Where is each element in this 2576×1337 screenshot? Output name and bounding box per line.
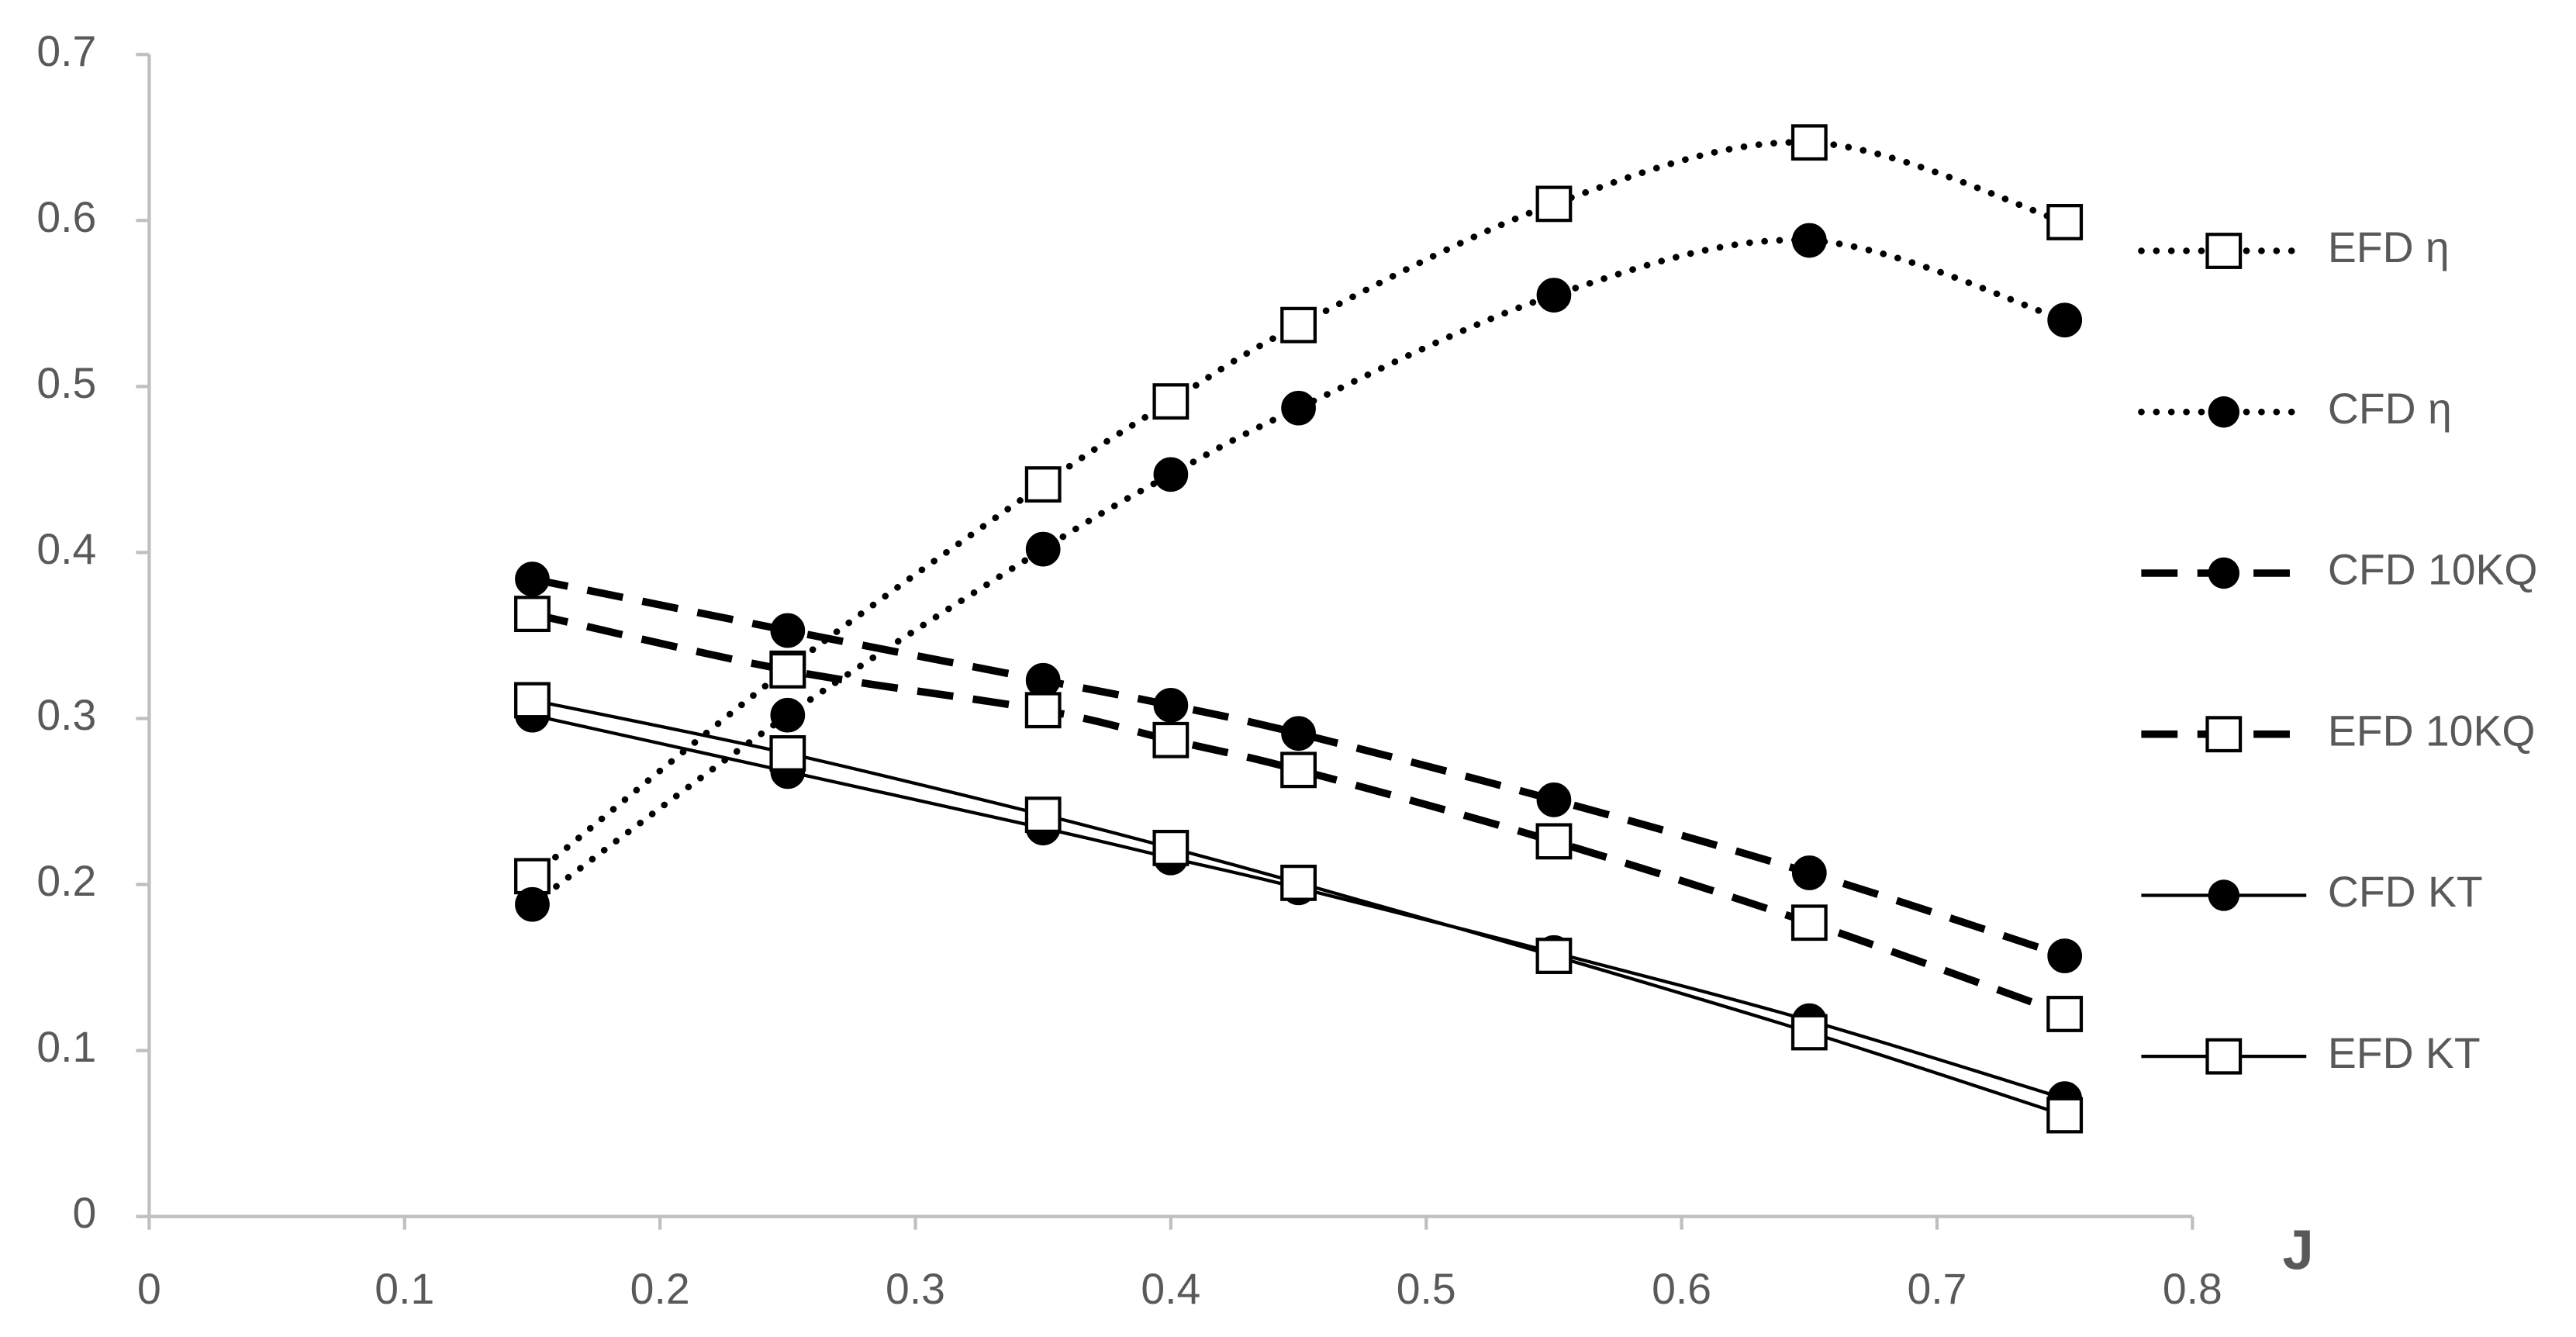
circle-marker [1536, 782, 1572, 817]
legend-label: CFD 10KQ [2328, 546, 2538, 594]
y-tick-label: 0.5 [36, 359, 96, 407]
circle-marker [515, 886, 550, 922]
square-marker [1280, 864, 1317, 901]
legend-marker [2205, 716, 2243, 753]
square-marker [1790, 1014, 1828, 1051]
circle-marker [1536, 278, 1572, 313]
square-marker [2046, 1097, 2084, 1134]
circle-marker [1281, 716, 1316, 751]
circle-marker [1025, 662, 1061, 698]
square-marker [1535, 823, 1573, 860]
square-marker [1535, 938, 1573, 974]
legend-label: EFD η [2328, 223, 2450, 271]
y-tick-label: 0.3 [36, 691, 96, 739]
square-marker [1280, 751, 1317, 789]
circle-marker [770, 613, 806, 648]
y-tick-label: 0 [73, 1189, 97, 1237]
square-marker [1024, 466, 1062, 503]
legend-marker [2205, 233, 2243, 269]
x-tick-label: 0.6 [1652, 1265, 1711, 1313]
x-tick-label: 0.1 [375, 1265, 434, 1313]
y-tick-label: 0.1 [36, 1023, 96, 1071]
circle-marker [1153, 687, 1189, 723]
y-tick-label: 0.6 [36, 193, 96, 241]
x-tick-label: 0.8 [2163, 1265, 2222, 1313]
x-tick-label: 0.2 [630, 1265, 690, 1313]
square-marker [1790, 124, 1828, 161]
circle-marker [2047, 302, 2083, 338]
x-axis-title: J [2282, 1219, 2313, 1282]
square-marker [1024, 796, 1062, 834]
circle-marker [1791, 223, 1827, 258]
circle-marker [1153, 457, 1189, 492]
square-marker [1535, 185, 1573, 223]
square-marker [1152, 830, 1190, 866]
y-tick-label: 0.7 [36, 27, 96, 75]
x-tick-label: 0.7 [1908, 1265, 1967, 1313]
circle-marker [1791, 855, 1827, 890]
legend-marker [2208, 396, 2240, 428]
legend-marker [2208, 557, 2240, 589]
x-tick-label: 0 [137, 1265, 161, 1313]
square-marker [514, 682, 551, 719]
square-marker [514, 596, 551, 633]
legend-label: EFD KT [2328, 1029, 2481, 1077]
x-tick-label: 0.5 [1397, 1265, 1456, 1313]
square-marker [769, 651, 806, 689]
x-tick-label: 0.4 [1141, 1265, 1200, 1313]
legend-label: EFD 10KQ [2328, 707, 2536, 755]
circle-marker [515, 561, 550, 597]
square-marker [1024, 692, 1062, 729]
circle-marker [770, 697, 806, 733]
square-marker [1790, 904, 1828, 941]
square-marker [2046, 204, 2084, 240]
circle-marker [1281, 390, 1316, 426]
series-line [531, 610, 2067, 1017]
circle-marker [1025, 531, 1061, 567]
x-tick-label: 0.3 [886, 1265, 945, 1313]
legend-label: CFD η [2328, 385, 2452, 433]
square-marker [1152, 721, 1190, 758]
square-marker [1280, 306, 1317, 344]
legend-marker [2208, 879, 2240, 911]
square-marker [1152, 383, 1190, 420]
square-marker [2046, 996, 2084, 1032]
circle-marker [2047, 938, 2083, 973]
square-marker [769, 734, 806, 772]
legend-marker [2205, 1038, 2243, 1075]
y-tick-label: 0.2 [36, 857, 96, 905]
y-tick-label: 0.4 [36, 525, 96, 573]
legend-label: CFD KT [2328, 868, 2483, 916]
